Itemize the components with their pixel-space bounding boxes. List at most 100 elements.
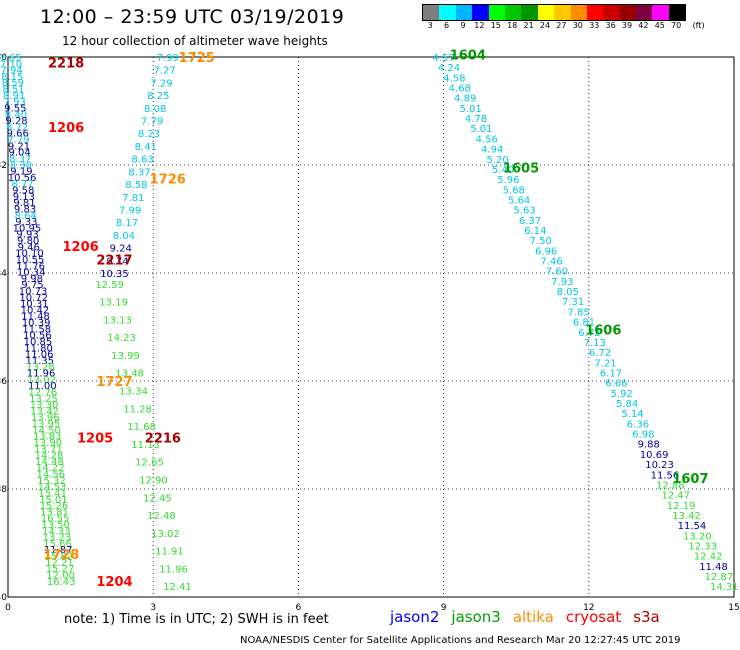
scale-swatch-12 [619,5,637,20]
swh-value-label: 10.34 [17,268,46,279]
x-tick-label: 0 [5,603,11,613]
scale-label: 42 [638,21,649,30]
swh-value-label: 8.51 [2,85,24,96]
legend-s3a: s3a [633,608,660,626]
scale-label: 24 [539,21,551,30]
swh-value-label: 5.92 [611,389,633,400]
swh-value-label: 4.57 [432,53,454,64]
x-tick-label: 9 [441,603,447,613]
pass-time-label: 1725 [179,51,215,66]
pass-time-label: 1726 [150,173,186,188]
swh-value-label: 10.95 [13,223,42,234]
swh-value-label: 13.02 [151,529,180,540]
swh-value-label: 6.98 [632,430,654,441]
swh-value-label: 7.99 [157,53,179,64]
swh-value-label: 10.72 [19,293,48,304]
swh-value-label: 11.58 [22,324,51,335]
swh-value-label: 13.20 [683,531,712,542]
x-tick-label: 12 [583,603,594,613]
swh-value-label: 13.02 [27,375,56,386]
swh-value-label: 13.95 [32,419,61,430]
scale-swatch-10 [586,5,604,20]
swh-value-label: 6.72 [578,328,600,339]
swh-value-label: 13.23 [43,533,72,544]
swh-value-label: 10.10 [15,249,44,260]
swh-value-label: 12.47 [661,491,690,502]
wave-height-color-scale [422,4,687,21]
swh-value-label: 10.55 [16,255,45,266]
pass-time-label: 1204 [96,575,132,590]
scale-swatch-8 [554,5,571,20]
swh-value-label: 11.13 [131,440,160,451]
scale-swatch-6 [521,5,538,20]
swh-value-label: 11.56 [651,470,680,481]
scale-label: 27 [556,21,567,30]
swh-value-label: 10.56 [8,173,37,184]
swh-value-label: 8.08 [144,104,166,115]
swh-value-label: 5.01 [470,124,492,135]
swh-value-label: 9.33 [15,217,37,228]
swh-value-label: 8.41 [135,142,157,153]
pass-time-label: 1604 [450,48,486,63]
swh-value-label: 7.85 [567,307,589,318]
swh-value-label: 13.42 [672,511,701,522]
swh-value-label: 11.48 [21,312,50,323]
pass-time-label: 2218 [48,56,84,71]
swh-value-label: 4.94 [481,145,503,156]
swh-value-label: 11.96 [27,369,56,380]
swh-value-label: 12.87 [705,572,734,583]
swh-value-label: 13.13 [103,315,132,326]
swh-value-label: 11.76 [16,261,45,272]
y-tick-label: 36 [0,377,7,387]
swh-value-label: 11.87 [44,545,73,556]
map-subtitle: 12 hour collection of altimeter wave hei… [62,34,328,48]
swh-value-label: 7.93 [4,97,26,108]
scale-swatch-5 [504,5,522,20]
scale-swatch-14 [652,5,669,20]
pass-time-label: 1205 [77,432,113,447]
swh-value-label: 15.66 [43,539,72,550]
scale-label: 9 [460,21,466,30]
swh-value-label: 4.58 [443,73,465,84]
swh-value-label: 13.83 [33,432,62,443]
y-tick-label: 30 [0,53,7,63]
swh-value-label: 9.88 [638,440,660,451]
pass-time-label: 2217 [96,254,132,269]
swh-value-label: 8.05 [557,287,579,298]
swh-value-label: 5.14 [621,409,643,420]
scale-swatch-2 [455,5,473,20]
swh-value-label: 8.77 [12,179,34,190]
swh-value-label: 11.48 [699,562,728,573]
swh-value-label: 6.72 [589,348,611,359]
swh-value-label: 11.00 [28,381,57,392]
swh-value-label: 10.85 [24,337,53,348]
swh-value-label: 7.60 [546,267,568,278]
swh-value-label: 12.45 [143,493,172,504]
swh-value-label: 5.96 [497,175,519,186]
pass-time-label: 1606 [585,324,621,339]
swh-value-label: 12.21 [45,558,74,569]
swh-value-label: 7.31 [562,297,584,308]
swh-value-label: 9.80 [17,236,39,247]
scale-swatch-11 [603,5,620,20]
scale-label: 21 [523,21,534,30]
pass-time-label: 1206 [48,121,84,136]
swh-value-label: 4.78 [465,114,487,125]
swh-value-label: 8.37 [128,167,150,178]
scale-label: 70 [671,21,682,30]
scale-swatch-0 [423,5,440,20]
swh-value-label: 4.89 [454,94,476,105]
scale-label: 3 [427,21,433,30]
swh-value-label: 10.69 [640,450,669,461]
swh-value-label: 5.64 [508,195,530,206]
swh-value-label: 9.24 [110,244,132,255]
swh-value-label: 15.82 [44,552,73,563]
x-tick-label: 6 [296,603,302,613]
legend-altika: altika [512,608,554,626]
pass-time-label: 1206 [63,240,99,255]
swh-value-label: 5.68 [503,185,525,196]
swh-value-label: 8.63 [132,155,154,166]
swh-value-label: 7.10 [0,59,22,70]
swh-value-label: 9.58 [12,186,34,197]
y-tick-label: 38 [0,485,7,495]
